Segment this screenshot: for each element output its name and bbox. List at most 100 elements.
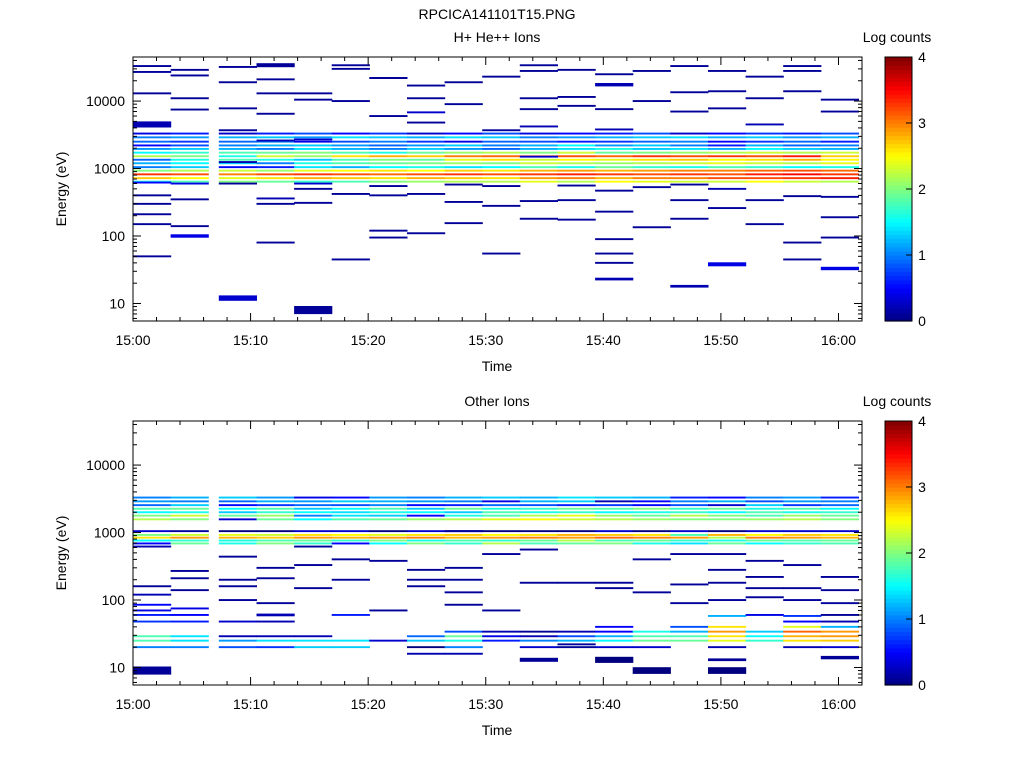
- spectrogram-cell: [218, 295, 257, 301]
- spectrogram-cell: [256, 112, 295, 115]
- spectrogram-cell: [170, 136, 209, 139]
- spectrogram-cell: [670, 539, 709, 542]
- spectrogram-cell: [595, 581, 634, 584]
- spectrogram-cell: [218, 132, 257, 135]
- spectrogram-cell: [670, 217, 709, 220]
- spectrogram-cell: [820, 518, 859, 521]
- spectrogram-cell: [331, 151, 370, 154]
- spectrogram-cell: [294, 148, 333, 150]
- spectrogram-cell: [256, 144, 295, 147]
- colorbar-step: [885, 234, 912, 240]
- colorbar-step: [885, 316, 912, 322]
- colorbar-step: [885, 308, 912, 314]
- spectrogram-cell: [519, 514, 558, 517]
- colorbar-step: [885, 676, 912, 682]
- spectrogram-cell: [557, 496, 596, 499]
- spectrogram-cell: [369, 185, 408, 187]
- spectrogram-cell: [294, 140, 333, 143]
- figure-title: RPCICA141101T15.PNG: [419, 6, 576, 22]
- spectrogram-cell: [331, 504, 370, 507]
- spectrogram-cell: [783, 144, 822, 147]
- colorbar-step: [885, 209, 912, 215]
- spectrogram-cell: [632, 155, 671, 158]
- colorbar-step: [885, 639, 912, 645]
- spectrogram-cell: [482, 173, 521, 176]
- spectrogram-cell: [632, 162, 671, 165]
- spectrogram-cell: [369, 158, 408, 161]
- spectrogram-cell: [820, 539, 859, 542]
- colorbar: 0 1 2 3 4: [884, 413, 926, 693]
- spectrogram-cell: [745, 136, 784, 139]
- panel-title: Other Ions: [464, 393, 529, 409]
- spectrogram-cell: [170, 97, 209, 100]
- colorbar-step: [885, 631, 912, 637]
- spectrogram-cell: [407, 158, 446, 161]
- spectrogram-cell: [444, 222, 483, 225]
- spectrogram-cell: [444, 103, 483, 106]
- spectrogram-cell: [369, 140, 408, 143]
- spectrogram-cell: [745, 539, 784, 542]
- spectrogram-cell: [519, 169, 558, 172]
- spectrogram-cell: [256, 151, 295, 154]
- spectrogram-cell: [595, 252, 634, 255]
- colorbar-step: [885, 77, 912, 83]
- spectrogram-cell: [670, 635, 709, 638]
- spectrogram-cell: [708, 500, 747, 503]
- spectrogram-cell: [557, 511, 596, 514]
- spectrogram-cell: [783, 630, 822, 633]
- spectrogram-cell: [170, 68, 209, 71]
- spectrogram-cell: [407, 585, 446, 588]
- spectrogram-cell: [133, 635, 172, 638]
- spectrogram-cell: [557, 151, 596, 154]
- spectrogram-cell: [369, 169, 408, 172]
- x-tick-label: 15:20: [351, 696, 386, 712]
- spectrogram-cell: [369, 496, 408, 499]
- spectrogram-cell: [331, 162, 370, 165]
- colorbar-step: [885, 590, 912, 595]
- spectrogram-cell: [218, 162, 257, 165]
- spectrogram-cell: [557, 630, 596, 633]
- spectrogram-cell: [218, 166, 257, 169]
- spectrogram-cell: [133, 132, 172, 135]
- colorbar-step: [885, 279, 912, 285]
- spectrogram-cell: [783, 155, 822, 158]
- spectrogram-cell: [632, 151, 671, 154]
- spectrogram-cell: [407, 496, 446, 499]
- spectrogram-cell: [256, 63, 295, 68]
- colorbar-step: [885, 292, 912, 297]
- colorbar-step: [885, 619, 912, 624]
- colorbar-step: [885, 503, 912, 509]
- x-tick-label: 15:30: [468, 332, 503, 348]
- spectrogram-cell: [218, 646, 257, 649]
- spectrogram-cell: [708, 144, 747, 147]
- spectrogram-cell: [519, 140, 558, 143]
- spectrogram-cell: [444, 635, 483, 638]
- spectrogram-cell: [519, 158, 558, 161]
- spectrogram-cell: [783, 241, 822, 244]
- spectrogram-cell: [218, 148, 257, 150]
- spectrogram-cell: [783, 530, 822, 533]
- spectrogram-cell: [444, 591, 483, 594]
- spectrogram-cell: [820, 136, 859, 139]
- spectrogram-cell: [557, 507, 596, 510]
- spectrogram-cell: [670, 91, 709, 94]
- spectrogram-cell: [218, 620, 257, 623]
- spectrogram-cell: [256, 613, 295, 617]
- spectrogram-cell: [369, 229, 408, 232]
- spectrogram-cell: [133, 255, 172, 258]
- spectrogram-cell: [670, 65, 709, 67]
- colorbar-step: [885, 425, 912, 430]
- spectrogram-cell: [745, 173, 784, 176]
- spectrogram-cell: [331, 578, 370, 581]
- spectrogram-cell: [331, 507, 370, 510]
- spectrogram-cell: [407, 536, 446, 539]
- spectrogram-cell: [557, 199, 596, 202]
- spectrogram-cell: [670, 132, 709, 135]
- spectrogram-cell: [482, 140, 521, 143]
- spectrogram-cell: [133, 646, 172, 649]
- spectrogram-cell: [256, 78, 295, 81]
- spectrogram-cell: [133, 534, 172, 536]
- spectrogram-cell: [519, 581, 558, 584]
- spectrogram-cell: [632, 504, 671, 507]
- spectrogram-cell: [170, 132, 209, 135]
